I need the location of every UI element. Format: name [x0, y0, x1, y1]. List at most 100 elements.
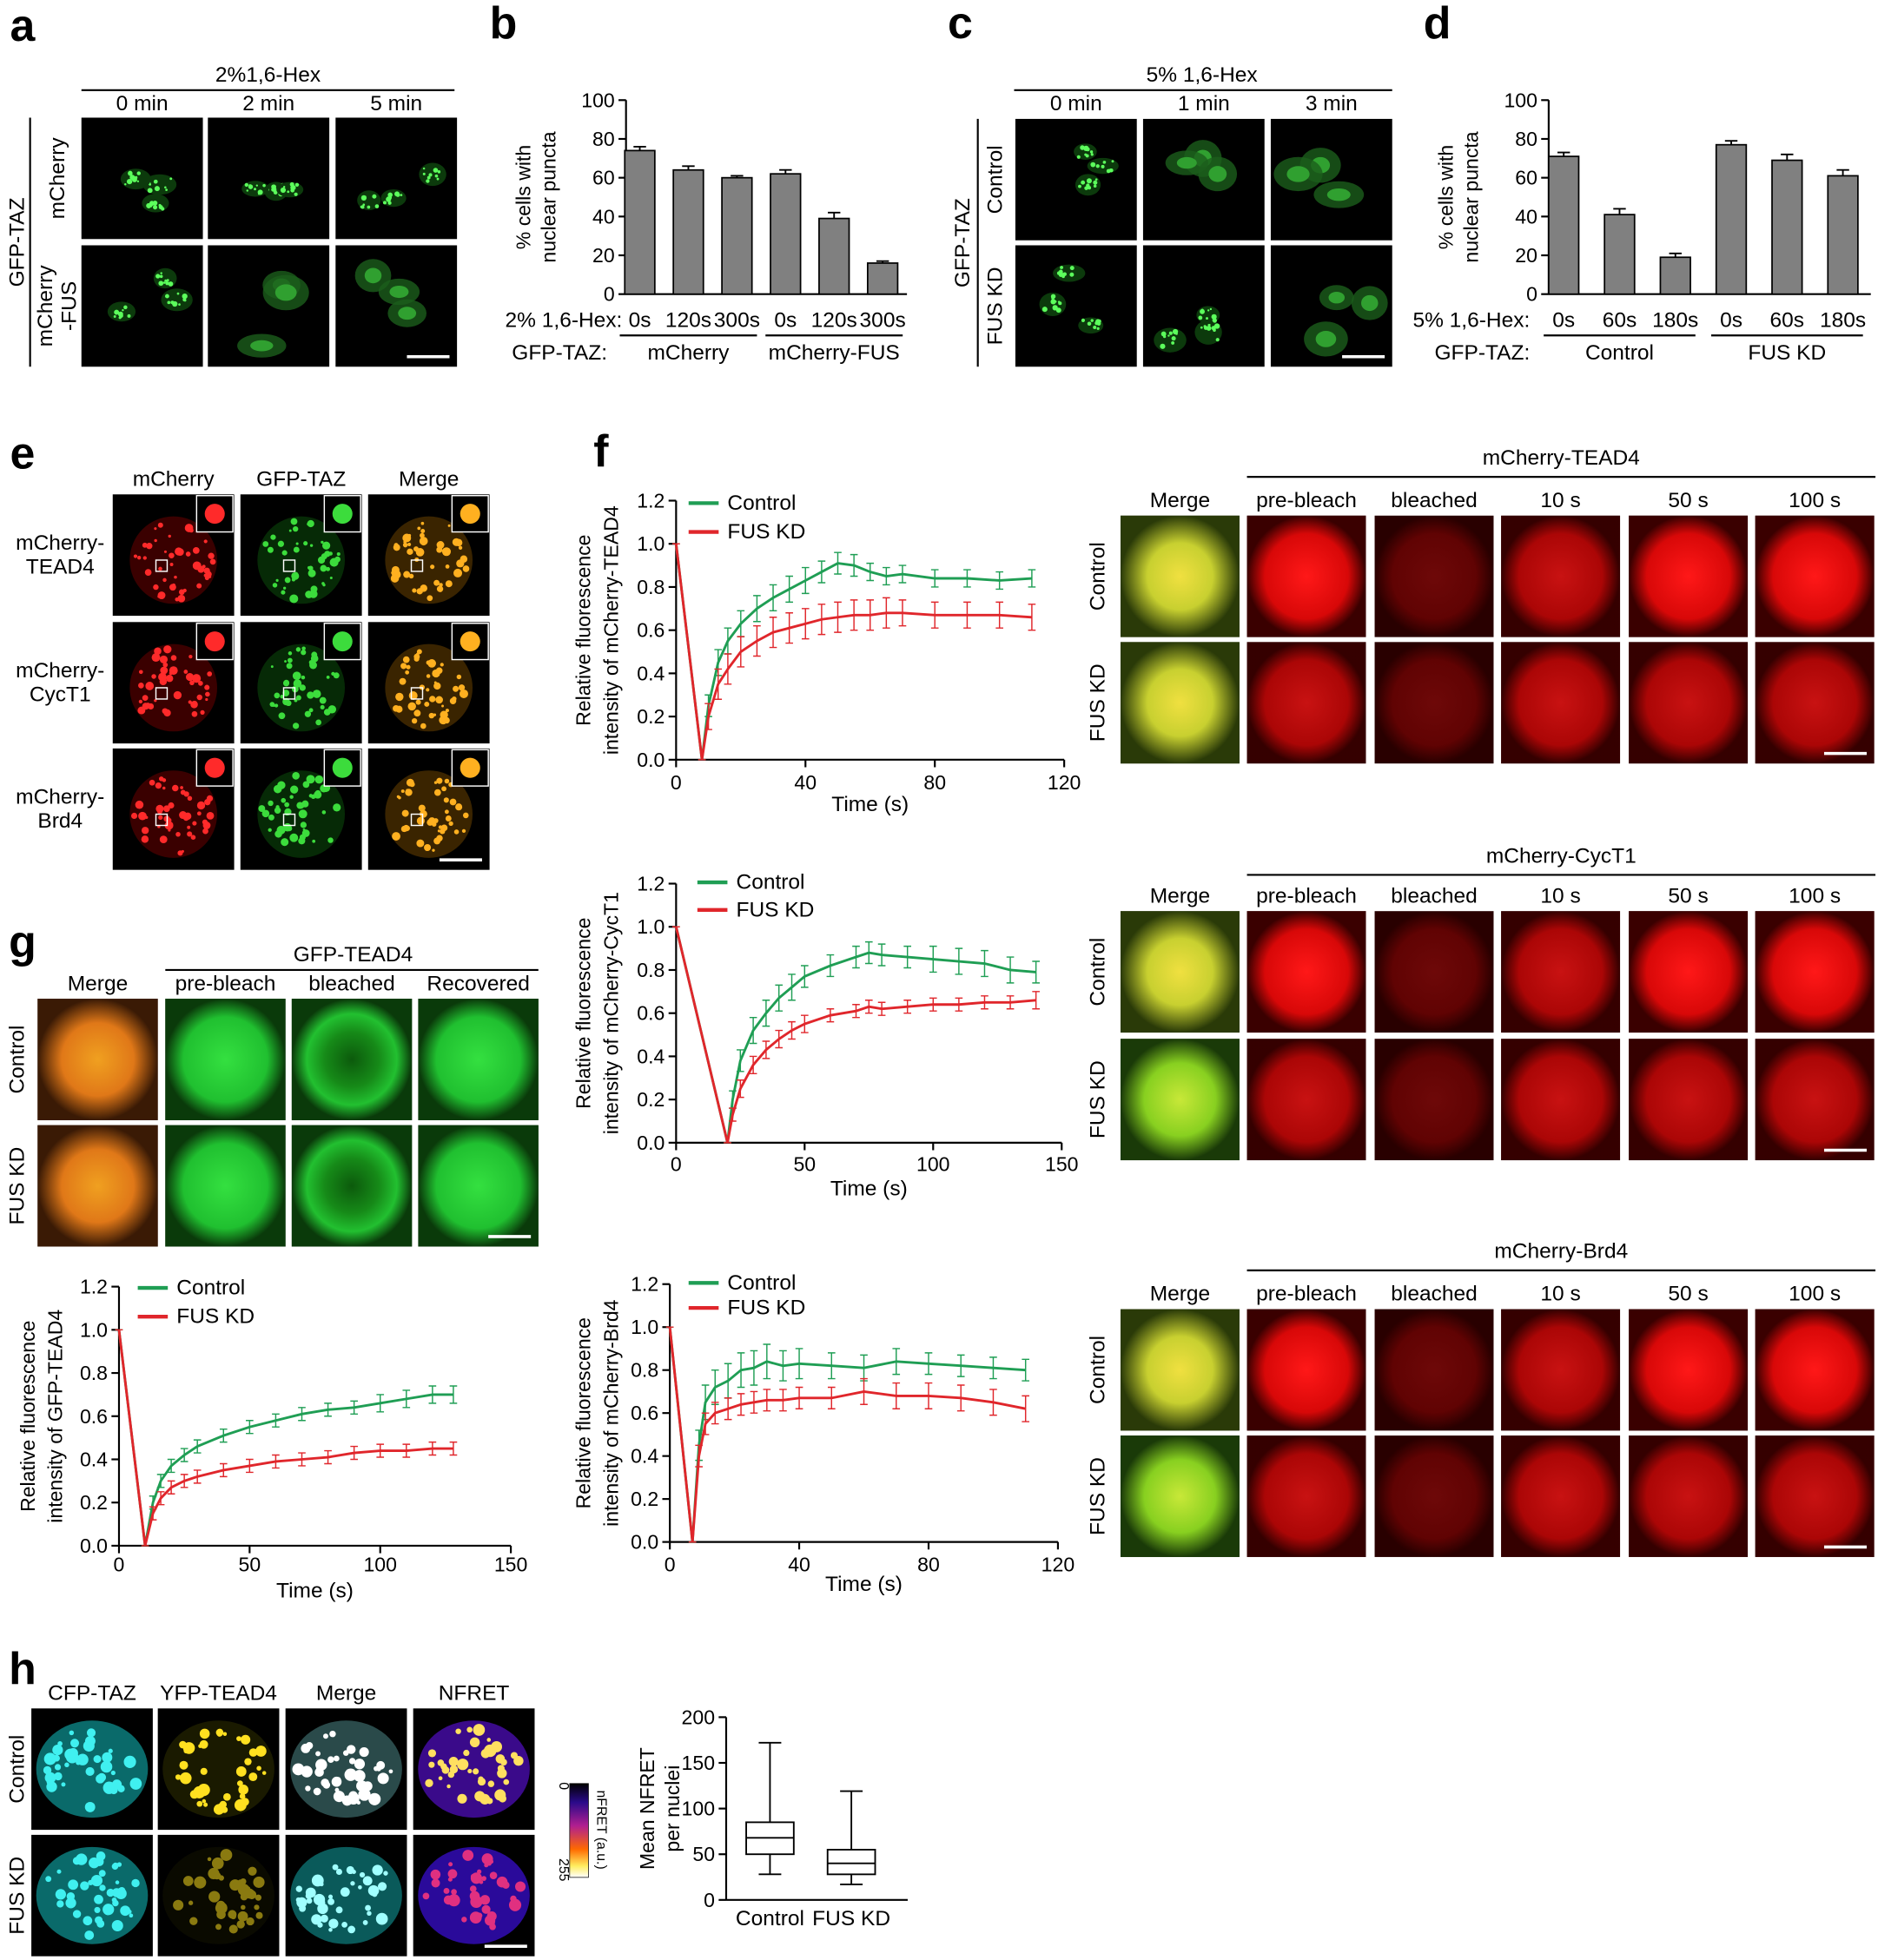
y-axis-label: nuclear puncta — [537, 131, 559, 262]
micrograph — [1501, 1435, 1621, 1557]
puncta — [486, 1738, 492, 1742]
column-header: 50 s — [1668, 884, 1708, 907]
cell — [419, 162, 446, 187]
panel-letter: e — [10, 428, 36, 478]
y-tick-label: 0.0 — [80, 1534, 108, 1557]
micrograph — [1246, 642, 1366, 764]
puncta — [198, 681, 203, 686]
puncta — [43, 1765, 52, 1775]
error-bar — [1557, 151, 1571, 157]
micrograph — [1142, 118, 1265, 241]
puncta — [244, 1758, 252, 1765]
puncta — [331, 1776, 342, 1787]
puncta — [138, 683, 144, 689]
puncta — [287, 657, 293, 663]
micrograph — [1501, 1309, 1621, 1431]
puncta — [262, 541, 269, 547]
puncta — [141, 835, 149, 843]
puncta — [408, 573, 414, 579]
bar — [721, 176, 753, 295]
puncta — [151, 653, 161, 663]
puncta — [329, 558, 339, 567]
micrograph — [285, 1708, 407, 1831]
puncta — [447, 1894, 460, 1907]
puncta — [204, 684, 210, 690]
puncta — [1052, 305, 1058, 311]
puncta — [479, 1879, 484, 1884]
puncta — [1167, 334, 1170, 337]
puncta — [406, 778, 414, 787]
puncta — [1106, 168, 1111, 174]
puncta — [129, 1913, 134, 1918]
puncta — [1161, 331, 1167, 337]
fluorescence — [37, 1125, 158, 1247]
nucleus — [129, 643, 218, 732]
puncta — [141, 827, 149, 835]
puncta — [248, 1772, 258, 1782]
puncta — [131, 176, 137, 182]
puncta — [145, 682, 155, 690]
puncta — [420, 584, 428, 592]
puncta — [460, 555, 468, 563]
micrograph — [418, 1125, 539, 1247]
puncta — [447, 524, 451, 527]
fluorescence — [1120, 515, 1240, 637]
panel-header: mCherry-Brd4 — [1494, 1240, 1628, 1264]
puncta — [222, 1732, 228, 1736]
puncta — [258, 805, 266, 812]
micrograph — [291, 1125, 413, 1247]
y-tick-label: 100 — [682, 1798, 715, 1820]
puncta — [438, 825, 443, 829]
row-label: FUS KD — [6, 1147, 30, 1225]
puncta — [178, 303, 181, 306]
micrograph — [1374, 1039, 1494, 1161]
puncta — [462, 565, 470, 572]
puncta — [158, 280, 164, 287]
series-line — [674, 544, 1032, 761]
y-tick-label: 0.4 — [80, 1448, 108, 1470]
puncta — [284, 660, 288, 663]
panel-letter: g — [9, 916, 36, 967]
puncta — [356, 1780, 367, 1792]
puncta — [61, 1782, 66, 1787]
legend-label: Control — [727, 492, 796, 515]
column-header: Merge — [399, 467, 459, 491]
puncta — [1058, 301, 1062, 306]
puncta — [387, 192, 393, 198]
inset-puncta — [204, 504, 225, 525]
puncta — [168, 828, 171, 832]
puncta — [114, 309, 120, 315]
error-bar — [1032, 960, 1040, 984]
puncta — [326, 566, 331, 571]
fluorescence — [1501, 515, 1621, 637]
x-tick-label: 100 — [363, 1554, 396, 1576]
puncta — [315, 1759, 327, 1772]
puncta — [189, 1790, 199, 1799]
puncta — [360, 205, 363, 208]
puncta — [207, 1857, 212, 1862]
puncta — [333, 1755, 340, 1762]
puncta — [289, 795, 294, 799]
puncta — [124, 1757, 135, 1767]
row-label: Control — [1087, 938, 1110, 1006]
x-tick-label: 0s — [774, 308, 797, 332]
bar — [1771, 159, 1803, 295]
y-tick-label: 0.8 — [631, 1359, 658, 1382]
puncta — [207, 671, 213, 676]
micrograph — [1501, 1039, 1621, 1161]
puncta — [84, 1735, 96, 1746]
puncta — [305, 1785, 311, 1792]
bar — [624, 149, 656, 295]
x-tick-label: 0 — [671, 771, 682, 794]
puncta — [477, 1778, 486, 1786]
puncta — [86, 1728, 96, 1738]
column-header: 10 s — [1540, 1283, 1580, 1306]
column-header: 1 min — [1178, 92, 1230, 115]
puncta — [272, 583, 278, 588]
puncta — [1090, 319, 1094, 322]
puncta — [293, 679, 302, 688]
y-tick-label: 0 — [604, 283, 615, 306]
puncta — [314, 775, 324, 784]
micrograph — [1246, 1435, 1366, 1557]
panel-letter: b — [490, 0, 518, 48]
